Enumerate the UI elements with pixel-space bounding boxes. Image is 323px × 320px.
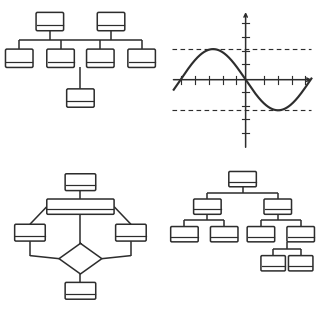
FancyBboxPatch shape bbox=[211, 227, 238, 242]
FancyBboxPatch shape bbox=[5, 49, 33, 68]
FancyBboxPatch shape bbox=[87, 49, 114, 68]
FancyBboxPatch shape bbox=[116, 224, 146, 241]
FancyBboxPatch shape bbox=[67, 89, 94, 107]
FancyBboxPatch shape bbox=[193, 199, 221, 214]
FancyBboxPatch shape bbox=[65, 174, 96, 191]
FancyBboxPatch shape bbox=[97, 12, 125, 31]
FancyBboxPatch shape bbox=[128, 49, 155, 68]
FancyBboxPatch shape bbox=[36, 12, 64, 31]
FancyBboxPatch shape bbox=[65, 282, 96, 299]
FancyBboxPatch shape bbox=[47, 199, 114, 214]
FancyBboxPatch shape bbox=[288, 256, 313, 271]
FancyBboxPatch shape bbox=[229, 172, 256, 187]
Polygon shape bbox=[59, 244, 102, 274]
FancyBboxPatch shape bbox=[171, 227, 198, 242]
FancyBboxPatch shape bbox=[247, 227, 275, 242]
FancyBboxPatch shape bbox=[287, 227, 315, 242]
FancyBboxPatch shape bbox=[47, 49, 74, 68]
FancyBboxPatch shape bbox=[261, 256, 286, 271]
FancyBboxPatch shape bbox=[264, 199, 292, 214]
FancyBboxPatch shape bbox=[15, 224, 45, 241]
